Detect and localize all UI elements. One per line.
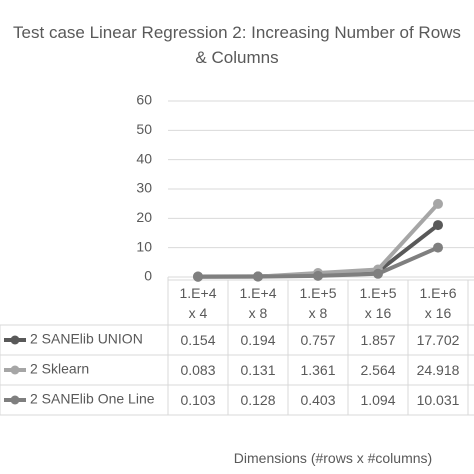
x-tick-label: 1.E+5 x 8 (288, 282, 348, 324)
y-tick-label: 50 (136, 121, 152, 137)
table-value: 0.403 (288, 385, 348, 415)
table-value: 0.194 (228, 325, 288, 355)
table-value-text: 1.857 (360, 332, 396, 348)
table-value-text: 24.918 (416, 362, 460, 378)
table-value: 17.702 (408, 325, 468, 355)
x-tick-label-text: 1.E+4 x 8 (239, 285, 277, 321)
table-value: 1.361 (288, 355, 348, 385)
table-value-text: 0.103 (180, 392, 216, 408)
table-value: 2.564 (348, 355, 408, 385)
y-tick-label: 30 (136, 180, 152, 196)
legend-label: 2 SANElib One Line (30, 391, 155, 407)
table-value: 0.757 (288, 325, 348, 355)
x-tick-label-text: 1.E+5 x 8 (299, 285, 337, 321)
data-point (253, 271, 263, 282)
table-value: 1.094 (348, 385, 408, 415)
y-tick-label: 10 (136, 238, 152, 254)
y-tick-label: 0 (144, 268, 152, 284)
chart-title: Test case Linear Regression 2: Increasin… (13, 23, 461, 67)
data-point (433, 220, 443, 231)
data-point (433, 198, 443, 209)
table-value: 0.103 (168, 385, 228, 415)
table-value-text: 0.403 (300, 392, 336, 408)
y-tick-label: 20 (136, 209, 152, 225)
x-tick-label: 1.E+6 x 16 (408, 282, 468, 324)
legend-key-marker (10, 365, 20, 375)
x-tick-label: 1.E+4 x 4 (168, 282, 228, 324)
data-point (313, 270, 323, 281)
x-tick-label: 1.E+4 x 8 (228, 282, 288, 324)
table-value-text: 17.702 (416, 332, 460, 348)
legend-label: 2 Sklearn (30, 361, 89, 377)
y-tick-label: 40 (136, 150, 152, 166)
table-value-text: 1.094 (360, 392, 396, 408)
legend-key-marker (10, 335, 20, 345)
table-value-text: 2.564 (360, 362, 396, 378)
table-value: 0.128 (228, 385, 288, 415)
table-value-text: 0.131 (240, 362, 276, 378)
x-tick-label-text: 1.E+4 x 4 (179, 285, 217, 321)
series-line (197, 202, 440, 279)
y-tick-label: 60 (136, 92, 152, 108)
data-point (433, 242, 443, 253)
table-value-text: 1.361 (300, 362, 336, 378)
x-tick-label: 1.E+5 x 16 (348, 282, 408, 324)
x-tick-label-text: 1.E+5 x 16 (359, 285, 397, 321)
table-value: 0.154 (168, 325, 228, 355)
table-value: 0.083 (168, 355, 228, 385)
table-value-text: 0.154 (180, 332, 216, 348)
legend-label: 2 SANElib UNION (30, 331, 143, 347)
table-value-text: 10.031 (416, 392, 460, 408)
table-value-text: 0.128 (240, 392, 276, 408)
table-value: 1.857 (348, 325, 408, 355)
table-value: 0.131 (228, 355, 288, 385)
table-value: 10.031 (408, 385, 468, 415)
table-value-text: 0.083 (180, 362, 216, 378)
x-axis-title: Dimensions (#rows x #columns) (233, 450, 433, 466)
x-tick-label-text: 1.E+6 x 16 (419, 285, 457, 321)
data-point (373, 268, 383, 279)
data-point (193, 271, 203, 282)
table-value-text: 0.194 (240, 332, 276, 348)
legend-key-marker (10, 395, 20, 405)
table-value: 24.918 (408, 355, 468, 385)
table-value-text: 0.757 (300, 332, 336, 348)
